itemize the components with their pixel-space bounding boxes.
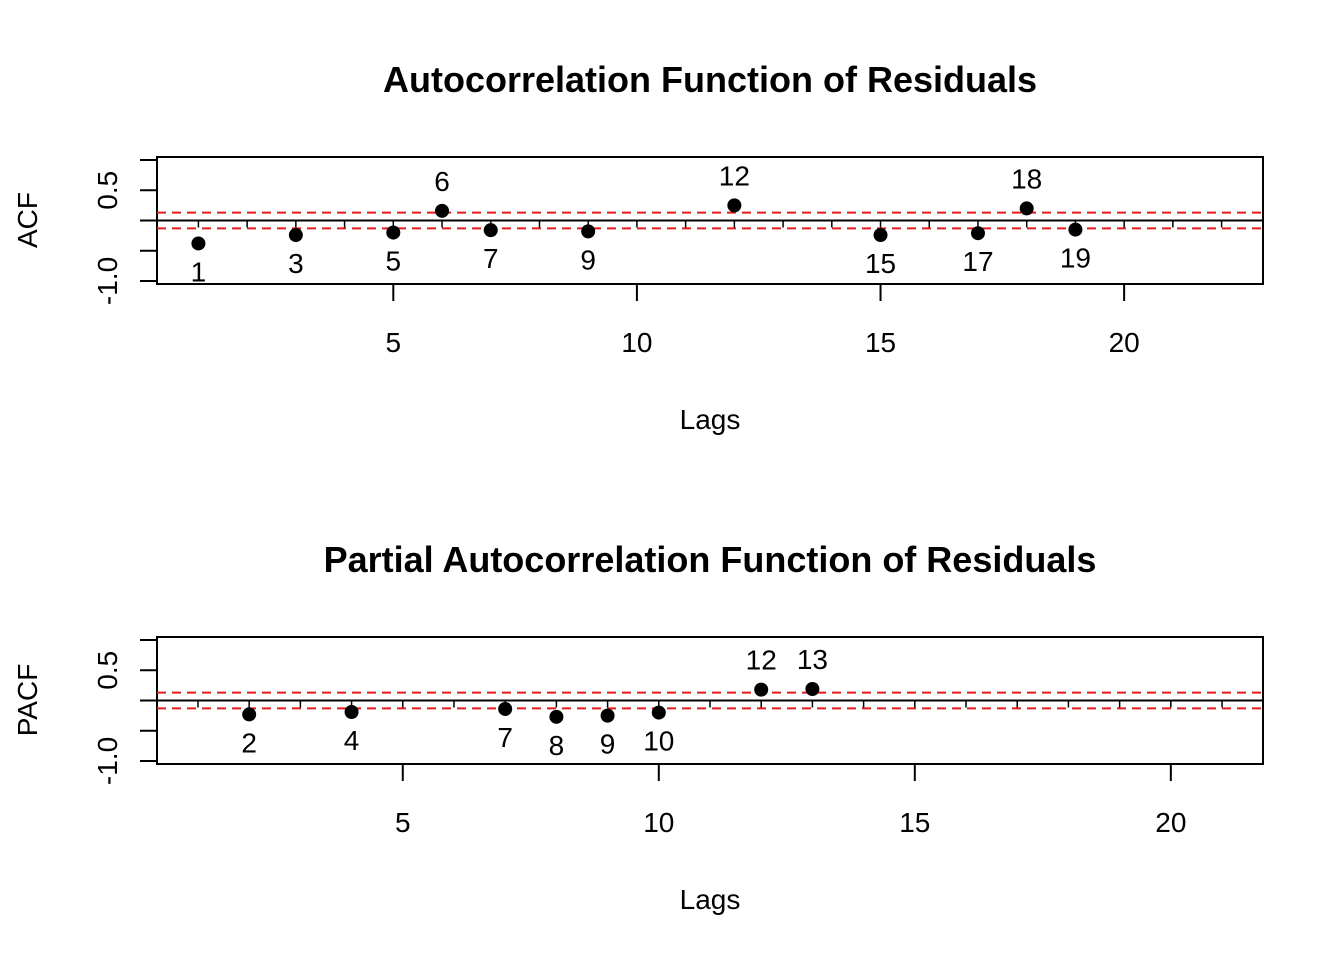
acf-x-tick-label: 20 (1109, 327, 1140, 358)
pacf-point-label: 4 (344, 725, 360, 756)
pacf-point-lag-13 (805, 682, 820, 697)
acf-point-lag-12 (727, 198, 742, 213)
pacf-point-label: 8 (549, 730, 565, 761)
pacf-x-tick-label: 20 (1155, 807, 1186, 838)
pacf-point-lag-10 (651, 705, 666, 720)
pacf-point-lag-12 (754, 682, 769, 697)
acf-y-axis-label: ACF (12, 192, 43, 248)
acf-point-label: 7 (483, 243, 499, 274)
pacf-x-tick-label: 5 (395, 807, 411, 838)
pacf-point-lag-8 (549, 709, 564, 724)
acf-x-tick-label: 5 (386, 327, 402, 358)
pacf-y-tick-label: 0.5 (92, 651, 123, 690)
pacf-y-axis-label: PACF (12, 664, 43, 737)
acf-x-tick-label: 15 (865, 327, 896, 358)
acf-point-label: 19 (1060, 243, 1091, 274)
acf-point-lag-9 (581, 224, 596, 239)
pacf-point-label: 13 (797, 644, 828, 675)
acf-x-axis-label: Lags (680, 404, 741, 435)
pacf-point-label: 2 (241, 727, 257, 758)
acf-y-tick-label: -1.0 (92, 257, 123, 305)
acf-panel: Autocorrelation Function of Residuals La… (12, 59, 1264, 435)
pacf-point-label: 7 (497, 722, 513, 753)
pacf-point-lag-2 (242, 707, 257, 722)
acf-point-label: 3 (288, 248, 304, 279)
acf-point-lag-6 (435, 203, 450, 218)
acf-point-lag-19 (1068, 222, 1083, 237)
pacf-point-lag-9 (600, 708, 615, 723)
acf-point-lag-7 (483, 223, 498, 238)
acf-point-lag-18 (1019, 201, 1034, 216)
pacf-point-label: 10 (643, 726, 674, 757)
pacf-point-lag-7 (498, 701, 513, 716)
pacf-x-axis-label: Lags (680, 884, 741, 915)
pacf-panel: Partial Autocorrelation Function of Resi… (12, 539, 1264, 915)
pacf-y-tick-label: -1.0 (92, 737, 123, 785)
pacf-title: Partial Autocorrelation Function of Resi… (324, 539, 1097, 580)
acf-point-label: 5 (386, 246, 402, 277)
acf-point-lag-1 (191, 236, 206, 251)
acf-point-lag-15 (873, 228, 888, 243)
acf-point-label: 6 (434, 166, 450, 197)
acf-point-label: 17 (962, 246, 993, 277)
acf-point-label: 9 (580, 244, 596, 275)
acf-point-label: 15 (865, 248, 896, 279)
pacf-point-lag-4 (344, 704, 359, 719)
pacf-x-tick-label: 15 (899, 807, 930, 838)
pacf-point-label: 9 (600, 729, 616, 760)
pacf-point-label: 12 (746, 645, 777, 676)
acf-y-tick-label: 0.5 (92, 171, 123, 210)
acf-x-tick-label: 10 (621, 327, 652, 358)
acf-point-label: 1 (191, 256, 207, 287)
acf-title: Autocorrelation Function of Residuals (383, 59, 1037, 100)
acf-generated-marks: 5 10 15 20 -1.0 0.5 1 3 5 6 7 9 12 15 17 18 19 (92, 159, 1263, 358)
acf-point-label: 12 (719, 160, 750, 191)
acf-point-label: 18 (1011, 163, 1042, 194)
acf-point-lag-3 (288, 228, 303, 243)
acf-point-lag-17 (970, 226, 985, 241)
pacf-generated-marks: 5 10 15 20 -1.0 0.5 2 4 7 8 9 10 12 13 (92, 639, 1263, 838)
pacf-x-tick-label: 10 (643, 807, 674, 838)
acf-point-lag-5 (386, 225, 401, 240)
